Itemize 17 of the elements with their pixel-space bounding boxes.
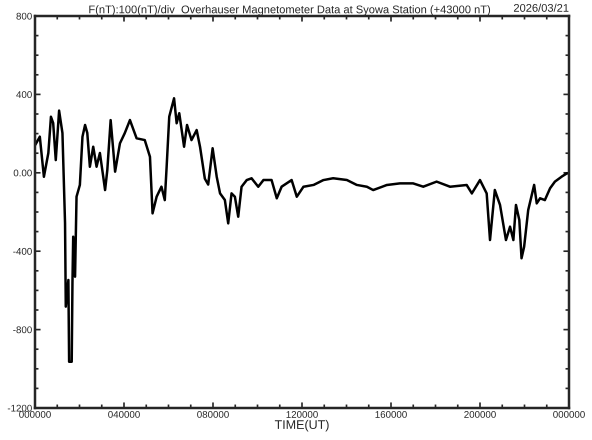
text: 2026/03/21 [514,4,568,12]
y-tick-label: -800 [13,326,32,334]
line-series [35,97,569,363]
y-tick-label: 0.00 [14,170,32,176]
x-tick-label: 160000 [376,411,407,418]
y-tick-label: -1200 [8,404,32,412]
x-tick-label: 200000 [464,411,496,418]
x-tick-label: 120000 [286,411,318,418]
y-tick-label: -400 [13,248,32,255]
y-tick-label: 400 [16,91,32,98]
chart-title: F(nT):100(nT)/div Overhauser Magnetometer Data at Syowa Station (+43000 nT) [89,5,490,16]
x-axis-title: TIME(UT) [274,420,329,432]
x-tick-label: 040000 [108,411,140,418]
x-tick-label: 000000 [19,411,51,418]
y-tick-label: 800 [16,12,32,20]
x-tick-label: 080000 [197,411,229,418]
x-tick-label: 000000 [553,411,585,418]
